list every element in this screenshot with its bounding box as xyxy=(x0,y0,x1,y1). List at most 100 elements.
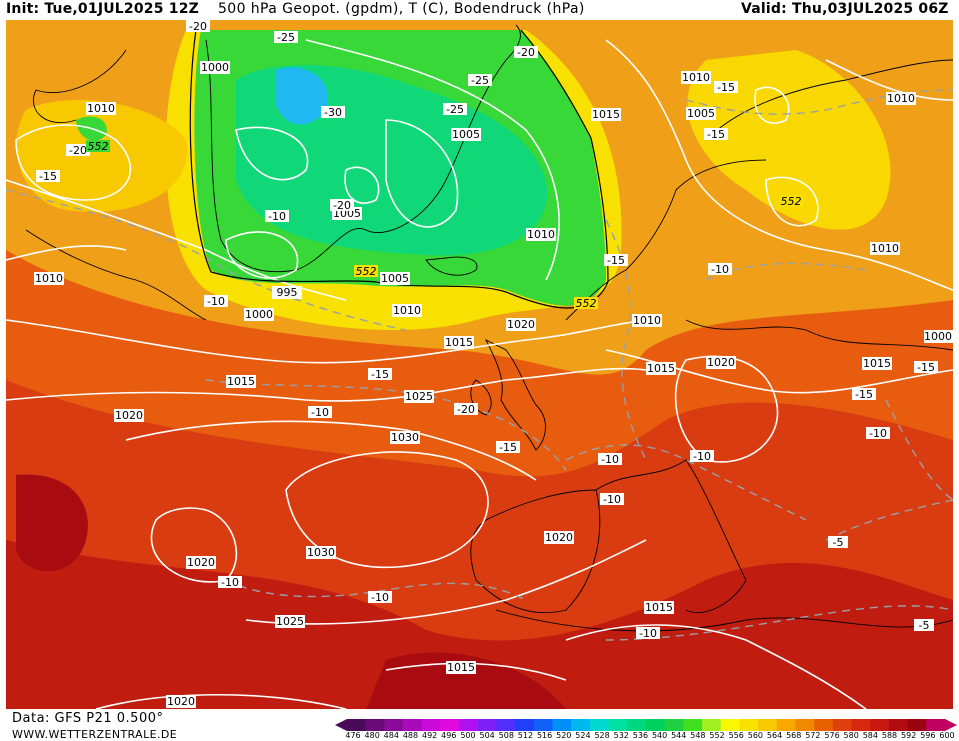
legend-tick-label: 588 xyxy=(881,731,898,740)
geopotential-label: 552 xyxy=(86,140,110,153)
legend-tick-label: 512 xyxy=(517,731,534,740)
temperature-label: -20 xyxy=(454,403,478,416)
pressure-label-text: 1020 xyxy=(545,531,573,544)
temperature-label-text: -10 xyxy=(711,263,729,276)
pressure-label: 1015 xyxy=(222,61,252,74)
pressure-label-text: 1020 xyxy=(507,318,535,331)
pressure-label-text: 1025 xyxy=(276,615,304,628)
pressure-label-text: 1000 xyxy=(201,61,229,74)
temperature-label: -5 xyxy=(828,536,848,549)
legend-swatch xyxy=(403,719,423,731)
legend-tick-label: 560 xyxy=(747,731,764,740)
geopotential-label-text: 552 xyxy=(356,265,377,278)
pressure-label-text: 1020 xyxy=(115,409,143,422)
temperature-label-text: -15 xyxy=(707,128,725,141)
color-legend-bar xyxy=(335,719,957,731)
pressure-label-text: 1020 xyxy=(187,556,215,569)
pressure-label-text: 1030 xyxy=(307,546,335,559)
legend-tick-label: 476 xyxy=(345,731,361,740)
temperature-label-text: -10 xyxy=(207,295,225,308)
legend-swatch xyxy=(646,719,666,731)
pressure-label: 1015 xyxy=(444,336,474,349)
temperature-label: -15 xyxy=(704,128,728,141)
header-bar: Init: Tue,01JUL2025 12Z 500 hPa Geopot. … xyxy=(0,0,959,20)
map-canvas: 1000 1010 1010 1010 1015 1005 1010 1020 … xyxy=(6,20,953,709)
pressure-label: 1010 xyxy=(632,314,662,327)
pressure-label-text: 1015 xyxy=(445,336,473,349)
pressure-label: 1000 xyxy=(924,330,953,343)
geopotential-label-text: 552 xyxy=(781,195,802,208)
temperature-label: -10 xyxy=(708,263,732,276)
legend-swatch xyxy=(627,719,647,731)
legend-swatch xyxy=(851,719,871,731)
legend-swatch xyxy=(870,719,890,731)
legend-tick-label: 568 xyxy=(786,731,802,740)
pressure-label-text: 1025 xyxy=(405,390,433,403)
temperature-label-text: -5 xyxy=(833,536,844,549)
temperature-label: -20 xyxy=(330,199,354,212)
pressure-label: 1005 xyxy=(451,128,481,141)
temperature-label: -10 xyxy=(218,576,242,589)
pressure-label: 995 xyxy=(272,286,302,299)
pressure-label: 1020 xyxy=(114,409,144,422)
pressure-label-group: 1000 1010 1010 1010 1015 1005 1010 1020 … xyxy=(34,61,953,708)
temperature-label-text: -20 xyxy=(333,199,351,212)
pressure-label-text: 1010 xyxy=(871,242,899,255)
pressure-label: 1015 xyxy=(446,661,476,674)
geopotential-label: 552 xyxy=(574,297,598,310)
legend-tick-label: 492 xyxy=(422,731,438,740)
footer-bar: Data: GFS P21 0.500° WWW.WETTERZENTRALE.… xyxy=(0,709,959,741)
temperature-label-group: -20 -25 -20 -25 -30 -25 -15 -20 -15 -20 … xyxy=(36,20,938,640)
temperature-label-text: -15 xyxy=(607,254,625,267)
legend-swatch xyxy=(477,719,497,731)
init-time: Init: Tue,01JUL2025 12Z xyxy=(6,1,199,17)
pressure-label-text: 1015 xyxy=(227,375,255,388)
temperature-label-text: -10 xyxy=(268,210,286,223)
pressure-label: 1020 xyxy=(544,531,574,544)
legend-swatch xyxy=(739,719,759,731)
temperature-label: -5 xyxy=(914,619,934,632)
temperature-label-text: -15 xyxy=(371,368,389,381)
temperature-label-text: -5 xyxy=(919,619,930,632)
pressure-label: 1020 xyxy=(706,356,736,369)
temperature-label: -15 xyxy=(36,170,60,183)
legend-tick-label: 516 xyxy=(536,731,553,740)
legend-swatch xyxy=(515,719,535,731)
temperature-label: -10 xyxy=(308,406,332,419)
legend-tick-label: 580 xyxy=(843,731,859,740)
temperature-label: -25 xyxy=(468,74,492,87)
legend-swatch xyxy=(608,719,628,731)
geopotential-label-text: 552 xyxy=(576,297,597,310)
temperature-label-text: -10 xyxy=(693,450,711,463)
pressure-label: 1020 xyxy=(506,318,536,331)
pressure-label: 1015 xyxy=(226,375,256,388)
temperature-label-text: -10 xyxy=(869,427,887,440)
legend-swatch xyxy=(384,719,404,731)
legend-tick-label: 508 xyxy=(498,731,514,740)
legend-tick-label: 596 xyxy=(920,731,936,740)
weather-map: 1000 1010 1010 1010 1015 1005 1010 1020 … xyxy=(6,20,953,709)
legend-tick-label: 584 xyxy=(862,731,878,740)
pressure-label-text: 1020 xyxy=(707,356,735,369)
pressure-label-text: 1005 xyxy=(687,107,715,120)
pressure-label: 1020 xyxy=(186,556,216,569)
temperature-label-text: -15 xyxy=(39,170,57,183)
pressure-label: 1015 xyxy=(644,601,674,614)
pressure-label-text: 1015 xyxy=(447,661,475,674)
pressure-label: 1030 xyxy=(306,546,336,559)
temperature-label: -15 xyxy=(714,81,738,94)
legend-swatch xyxy=(926,719,946,731)
pressure-label: 1015 xyxy=(591,108,621,121)
geopotential-label: 552 xyxy=(779,195,803,208)
temperature-label-text: -10 xyxy=(603,493,621,506)
temperature-label: -10 xyxy=(636,627,660,640)
temperature-label: -20 xyxy=(186,20,210,33)
legend-swatch xyxy=(776,719,796,731)
pressure-label: 1000 xyxy=(200,61,230,74)
pressure-label: 1010 xyxy=(392,304,422,317)
temperature-label: -15 xyxy=(604,254,628,267)
legend-tick-label: 484 xyxy=(383,731,399,740)
pressure-label-text: 1020 xyxy=(167,695,195,708)
legend-tick-label: 592 xyxy=(901,731,917,740)
legend-swatch xyxy=(832,719,853,731)
